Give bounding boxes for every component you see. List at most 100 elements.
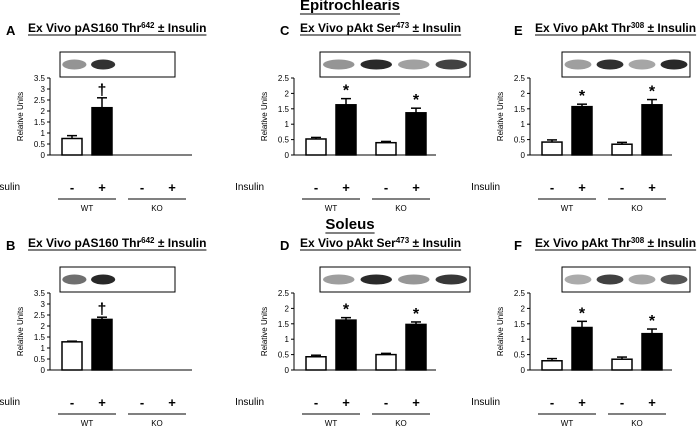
x-tick-label: + (578, 395, 586, 410)
bar (375, 141, 397, 156)
blot-band (596, 59, 624, 70)
bar (571, 326, 593, 371)
group-label: KO (151, 419, 163, 428)
bar (641, 332, 663, 371)
y-tick-label: 2 (521, 89, 526, 98)
blot-band (435, 274, 467, 285)
bar (611, 358, 633, 371)
group-label: KO (631, 204, 643, 213)
section-heading: Epitrochlearis (300, 0, 400, 14)
x-tick-label: - (620, 395, 624, 410)
row-label: Insulin (0, 182, 20, 193)
y-tick-label: 1.5 (514, 105, 526, 114)
y-tick-label: 2.5 (34, 96, 46, 105)
blot-band (360, 274, 392, 285)
y-tick-label: 2 (41, 322, 46, 331)
y-tick-label: 3 (41, 85, 46, 94)
y-tick-label: 1 (285, 335, 290, 344)
significance-marker: * (343, 302, 350, 319)
x-tick-label: - (314, 395, 318, 410)
significance-marker: * (413, 306, 420, 323)
y-tick-label: 1 (521, 335, 526, 344)
y-tick-label: 2 (285, 304, 290, 313)
significance-marker: * (343, 83, 350, 100)
blot-band (398, 59, 430, 70)
y-tick-label: 3.5 (34, 74, 46, 83)
row-label: Insulin (235, 397, 264, 408)
bar (61, 137, 83, 156)
y-tick-label: 0.5 (278, 351, 290, 360)
panel-letter: D (280, 238, 289, 253)
x-tick-label: + (342, 395, 350, 410)
bar (375, 353, 397, 371)
x-tick-label: - (140, 180, 144, 195)
y-tick-label: 1 (41, 129, 46, 138)
x-tick-label: - (620, 180, 624, 195)
x-tick-label: + (412, 180, 420, 195)
y-tick-label: 3 (41, 300, 46, 309)
significance-marker: * (579, 88, 586, 105)
y-tick-label: 2 (521, 304, 526, 313)
title-part: ± Insulin (155, 236, 207, 250)
y-tick-label: 1.5 (278, 105, 290, 114)
group-label: KO (395, 204, 407, 213)
title-part: 642 (141, 236, 155, 245)
y-tick-label: 2 (41, 107, 46, 116)
x-tick-label: + (342, 180, 350, 195)
bar (541, 360, 563, 371)
blot-band (360, 59, 392, 70)
title-part: ± Insulin (644, 21, 696, 35)
significance-marker: * (413, 92, 420, 109)
x-tick-label: - (314, 180, 318, 195)
y-tick-label: 2.5 (514, 289, 526, 298)
significance-marker: * (649, 313, 656, 330)
blot-frame (59, 51, 176, 78)
panel-letter: A (6, 23, 16, 38)
group-label: KO (395, 419, 407, 428)
panel-title: Ex Vivo pAS160 Thr642 ± Insulin (28, 21, 206, 36)
y-tick-label: 1 (41, 344, 46, 353)
x-tick-label: + (168, 180, 176, 195)
panel-letter: E (514, 23, 523, 38)
x-tick-label: + (648, 180, 656, 195)
blot-band (398, 274, 430, 285)
y-axis-label: Relative Units (260, 307, 269, 356)
group-label: KO (631, 419, 643, 428)
x-tick-label: + (578, 180, 586, 195)
blot-band (91, 274, 116, 285)
row-label: Insulin (0, 397, 20, 408)
group-label: WT (561, 419, 574, 428)
x-tick-label: + (412, 395, 420, 410)
panel-title: Ex Vivo pAS160 Thr642 ± Insulin (28, 236, 206, 251)
x-tick-label: - (550, 395, 554, 410)
significance-marker: * (649, 84, 656, 101)
title-part: ± Insulin (155, 21, 207, 35)
blot-band (323, 59, 355, 70)
x-tick-label: - (70, 180, 74, 195)
y-axis-label: Relative Units (260, 92, 269, 141)
y-tick-label: 0 (41, 366, 46, 375)
y-tick-label: 1 (285, 120, 290, 129)
bar (305, 138, 327, 156)
blot-band (660, 59, 688, 70)
group-label: WT (81, 204, 94, 213)
y-tick-label: 0 (521, 151, 526, 160)
bar (571, 105, 593, 156)
title-part: Ex Vivo pAkt Ser (300, 236, 396, 250)
bar (305, 356, 327, 371)
blot-band (564, 274, 592, 285)
y-tick-label: 2.5 (278, 74, 290, 83)
x-tick-label: - (384, 180, 388, 195)
y-axis-label: Relative Units (16, 307, 25, 356)
bar (91, 106, 113, 156)
title-part: ± Insulin (409, 236, 461, 250)
blot-band (660, 274, 688, 285)
y-tick-label: 1.5 (514, 320, 526, 329)
blot-band (628, 59, 656, 70)
title-part: 642 (141, 21, 155, 30)
significance-marker: * (579, 305, 586, 322)
section-heading: Soleus (325, 216, 374, 233)
y-tick-label: 0 (285, 366, 290, 375)
panel-title: Ex Vivo pAkt Thr308 ± Insulin (535, 236, 696, 251)
